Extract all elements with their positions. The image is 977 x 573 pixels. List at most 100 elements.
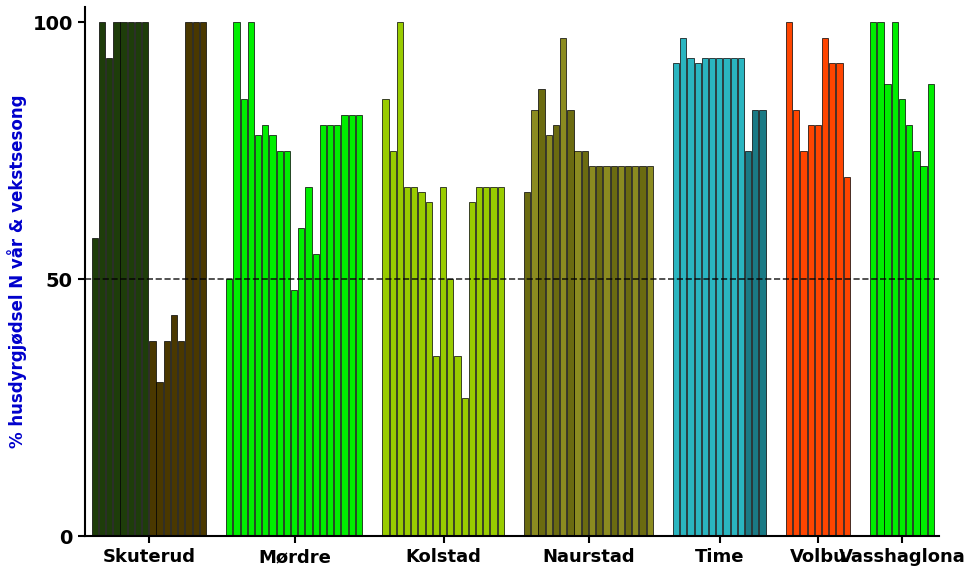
Bar: [568, 109, 573, 536]
Bar: [418, 192, 425, 536]
Bar: [178, 341, 185, 536]
Bar: [469, 202, 475, 536]
Bar: [248, 22, 254, 536]
Bar: [695, 64, 701, 536]
Bar: [298, 228, 305, 536]
Bar: [440, 187, 446, 536]
Bar: [426, 202, 432, 536]
Bar: [447, 279, 453, 536]
Bar: [617, 166, 624, 536]
Bar: [871, 22, 876, 536]
Bar: [899, 100, 905, 536]
Bar: [497, 187, 504, 536]
Bar: [716, 58, 723, 536]
Bar: [476, 187, 483, 536]
Bar: [270, 135, 276, 536]
Bar: [589, 166, 595, 536]
Bar: [793, 109, 799, 536]
Bar: [327, 125, 333, 536]
Bar: [632, 166, 638, 536]
Bar: [596, 166, 603, 536]
Bar: [262, 125, 269, 536]
Bar: [171, 315, 177, 536]
Bar: [920, 166, 927, 536]
Bar: [356, 115, 362, 536]
Bar: [276, 151, 283, 536]
Bar: [538, 89, 545, 536]
Bar: [877, 22, 883, 536]
Bar: [822, 38, 828, 536]
Bar: [313, 254, 319, 536]
Bar: [604, 166, 610, 536]
Bar: [581, 151, 588, 536]
Bar: [546, 135, 552, 536]
Bar: [815, 125, 821, 536]
Bar: [836, 64, 842, 536]
Bar: [156, 382, 163, 536]
Bar: [709, 58, 715, 536]
Bar: [186, 22, 191, 536]
Bar: [808, 125, 814, 536]
Bar: [284, 151, 290, 536]
Bar: [149, 341, 155, 536]
Bar: [199, 22, 206, 536]
Bar: [291, 289, 297, 536]
Bar: [560, 38, 567, 536]
Bar: [397, 22, 404, 536]
Bar: [306, 187, 312, 536]
Bar: [334, 125, 341, 536]
Bar: [723, 58, 730, 536]
Bar: [786, 22, 792, 536]
Bar: [524, 192, 531, 536]
Bar: [553, 125, 559, 536]
Bar: [164, 341, 170, 536]
Bar: [135, 22, 141, 536]
Bar: [142, 22, 149, 536]
Bar: [490, 187, 496, 536]
Bar: [738, 58, 744, 536]
Bar: [647, 166, 653, 536]
Bar: [800, 151, 807, 536]
Bar: [731, 58, 737, 536]
Bar: [913, 151, 919, 536]
Bar: [99, 22, 106, 536]
Bar: [680, 38, 687, 536]
Bar: [906, 125, 913, 536]
Bar: [745, 151, 751, 536]
Bar: [341, 115, 348, 536]
Bar: [382, 100, 389, 536]
Bar: [404, 187, 410, 536]
Bar: [240, 100, 247, 536]
Bar: [227, 279, 233, 536]
Bar: [319, 125, 326, 536]
Bar: [92, 238, 98, 536]
Bar: [106, 58, 112, 536]
Bar: [752, 109, 758, 536]
Bar: [639, 166, 646, 536]
Bar: [611, 166, 616, 536]
Bar: [484, 187, 489, 536]
Bar: [128, 22, 134, 536]
Bar: [113, 22, 119, 536]
Bar: [688, 58, 694, 536]
Bar: [433, 356, 439, 536]
Bar: [349, 115, 355, 536]
Y-axis label: % husdyrgjødsel N vår & vekstsesong: % husdyrgjødsel N vår & vekstsesong: [7, 95, 27, 448]
Bar: [892, 22, 898, 536]
Bar: [829, 64, 835, 536]
Bar: [574, 151, 580, 536]
Bar: [120, 22, 127, 536]
Bar: [673, 64, 679, 536]
Bar: [759, 109, 766, 536]
Bar: [234, 22, 239, 536]
Bar: [884, 84, 891, 536]
Bar: [390, 151, 396, 536]
Bar: [531, 109, 537, 536]
Bar: [454, 356, 460, 536]
Bar: [192, 22, 198, 536]
Bar: [625, 166, 631, 536]
Bar: [843, 176, 850, 536]
Bar: [255, 135, 261, 536]
Bar: [461, 398, 468, 536]
Bar: [701, 58, 708, 536]
